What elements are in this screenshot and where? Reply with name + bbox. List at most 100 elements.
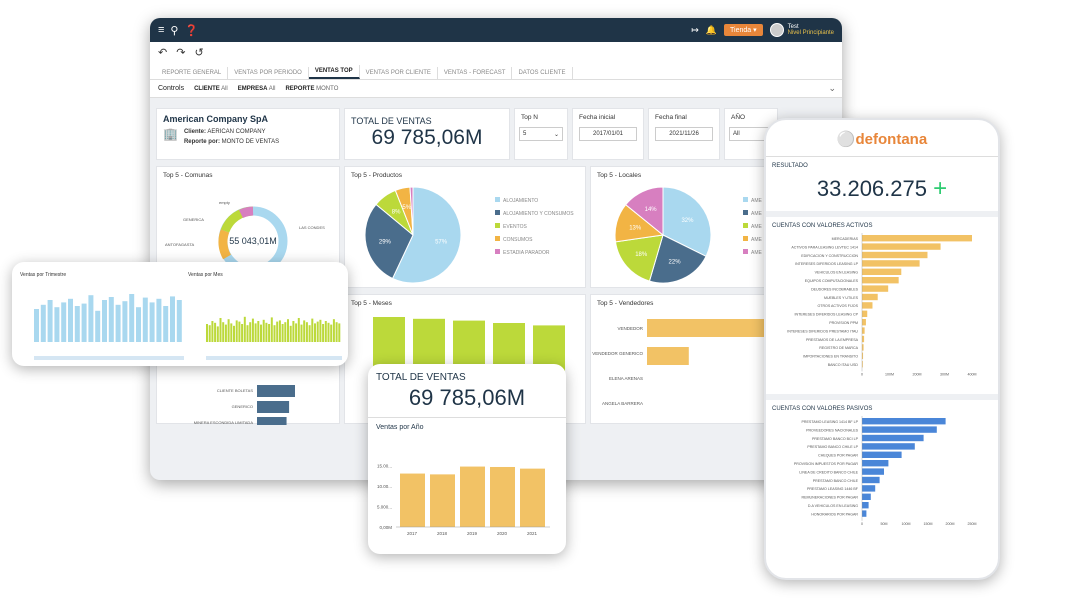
bell-icon[interactable]: 🔔 bbox=[705, 24, 718, 35]
mes-bar bbox=[224, 324, 227, 342]
bar-label: PRESTAMO LEASING 1414 BF LP bbox=[802, 420, 859, 424]
mes-bar bbox=[251, 318, 254, 342]
bar bbox=[862, 293, 878, 301]
trim-bar bbox=[136, 307, 141, 342]
mes-bar bbox=[335, 322, 338, 342]
pie-slice bbox=[662, 186, 712, 257]
mes-bar bbox=[295, 323, 298, 342]
mes-bar bbox=[257, 321, 260, 342]
reporte-filter[interactable]: REPORTE MONTO bbox=[285, 85, 339, 92]
x-tick: 2018 bbox=[437, 531, 448, 536]
x-tick: 300M bbox=[940, 372, 949, 376]
bar bbox=[862, 260, 920, 267]
mes-bar bbox=[314, 323, 316, 342]
topn-select[interactable]: 5 ⌄ bbox=[519, 127, 563, 141]
tab-ventas-top[interactable]: VENTAS TOP bbox=[308, 65, 360, 79]
tab-datos-cliente[interactable]: DATOS CLIENTE bbox=[512, 67, 573, 79]
brand-logo: ⚪defontana bbox=[766, 120, 998, 148]
mes-bar bbox=[322, 324, 325, 342]
tab-ventas-periodo[interactable]: VENTAS POR PERIODO bbox=[228, 67, 309, 79]
bar bbox=[862, 319, 866, 326]
bar bbox=[400, 473, 425, 527]
fecha-final-input[interactable]: 2021/11/26 bbox=[655, 127, 713, 141]
mes-bar bbox=[265, 322, 268, 342]
bar-label: INTERESES DIFERIDOS PRESTAMO ITAU bbox=[787, 329, 858, 333]
fecha-inicial-label: Fecha inicial bbox=[579, 114, 616, 121]
mes-bar bbox=[235, 320, 238, 342]
tab-ventas-forecast[interactable]: VENTAS - FORECAST bbox=[438, 67, 513, 79]
trim-bar bbox=[163, 306, 169, 342]
tab-reporte-general[interactable]: REPORTE GENERAL bbox=[156, 67, 229, 79]
mes-bar bbox=[327, 322, 330, 342]
bar bbox=[862, 493, 871, 500]
bar bbox=[430, 474, 455, 527]
x-tick: 150M bbox=[924, 522, 933, 526]
empresa-filter[interactable]: EMPRESA All bbox=[237, 85, 276, 92]
bar-label: D.A VEHICULOS EN LEASING bbox=[808, 504, 858, 508]
legend-swatch bbox=[495, 236, 500, 241]
x-tick: 100M bbox=[902, 522, 911, 526]
anio-total-value: 69 785,06M bbox=[408, 385, 526, 410]
comunas-center-value: 55 043,01M bbox=[229, 236, 277, 246]
logout-icon[interactable]: ↦ bbox=[691, 24, 699, 35]
collapse-icon[interactable]: ⌄ bbox=[828, 83, 836, 93]
bar-label: MUEBLES Y UTILES bbox=[824, 296, 859, 300]
mes-bar bbox=[287, 319, 289, 342]
undo-icon[interactable]: ↶ bbox=[158, 46, 168, 59]
mes-bar bbox=[260, 324, 262, 342]
legend-label: AME bbox=[751, 198, 763, 204]
mes-bar bbox=[219, 318, 222, 342]
bar bbox=[520, 468, 545, 527]
bar bbox=[862, 285, 889, 292]
revert-icon[interactable]: ↺ bbox=[194, 46, 204, 59]
mes-bar bbox=[338, 323, 341, 342]
bar bbox=[257, 401, 290, 413]
mes-bar bbox=[241, 324, 244, 342]
comunas-label-empty: empty bbox=[219, 200, 230, 205]
x-tick: 2020 bbox=[497, 531, 508, 536]
mes-bar bbox=[284, 322, 287, 342]
mes-bar bbox=[330, 324, 333, 342]
help-icon[interactable]: ❓ bbox=[184, 24, 199, 37]
menu-icon[interactable]: ≡ bbox=[158, 24, 165, 36]
bar bbox=[862, 277, 899, 284]
bar bbox=[862, 476, 880, 484]
cliente-filter[interactable]: CLIENTE All bbox=[194, 85, 228, 92]
bar bbox=[257, 417, 287, 429]
bar bbox=[862, 361, 863, 368]
comunas-label-generica: GENERICA bbox=[183, 217, 204, 222]
bar-label: ELENA ARENAS bbox=[609, 376, 643, 381]
mes-bar bbox=[230, 323, 233, 342]
company-name: American Company SpA bbox=[163, 114, 269, 124]
controls-bar: Controls CLIENTE All EMPRESA All REPORTE… bbox=[150, 80, 842, 98]
tab-ventas-cliente[interactable]: VENTAS POR CLIENTE bbox=[360, 67, 438, 79]
bar bbox=[490, 466, 515, 527]
fecha-inicial-input[interactable]: 2017/01/01 bbox=[579, 127, 637, 141]
mes-bar bbox=[305, 322, 308, 342]
bar-label: INTERESES DIFERIDOS LEASING LP bbox=[795, 262, 859, 266]
pie-value-label: 18% bbox=[635, 252, 648, 258]
mes-bar bbox=[319, 319, 322, 342]
mes-bar bbox=[300, 324, 303, 342]
vendedores-title: Top 5 - Vendedores bbox=[597, 300, 654, 307]
pie-value-label: 22% bbox=[669, 259, 682, 265]
bar bbox=[862, 418, 946, 425]
bar-label: DEUDORES INCOBRABLES bbox=[811, 287, 859, 291]
redo-icon[interactable]: ↷ bbox=[176, 46, 186, 59]
mes-bar bbox=[276, 321, 279, 342]
bar-label: CLIENTE BOLETAS bbox=[217, 388, 253, 393]
pin-icon[interactable]: ⚲ bbox=[170, 24, 179, 37]
trimestre-mes-card: Ventas por Trimestre Ventas por Mes bbox=[12, 262, 348, 366]
bar-label: PROVEEDORES NACIONALES bbox=[806, 428, 859, 432]
trim-bar bbox=[156, 298, 162, 342]
user-menu[interactable]: Test Nivel Principiante bbox=[769, 23, 834, 37]
productos-pie: 57% 29% 8%5% ALOJAMIENTO ALOJAMIENTO Y CONSU… bbox=[364, 186, 574, 284]
brand-name: defontana bbox=[855, 131, 928, 148]
activos-chart: MERCADERIAS ACTIVOS PARA LEASING LEVTEC 1… bbox=[787, 233, 977, 376]
pasivos-title: CUENTAS CON VALORES PASIVOS bbox=[772, 406, 873, 412]
ventas-anio-card: TOTAL DE VENTAS 69 785,06M Ventas por Añ… bbox=[368, 364, 566, 554]
legend-swatch bbox=[743, 249, 748, 254]
donut-slice-empty bbox=[239, 206, 254, 219]
trim-bar bbox=[54, 307, 60, 342]
store-dropdown[interactable]: Tienda ▾ bbox=[724, 24, 763, 36]
